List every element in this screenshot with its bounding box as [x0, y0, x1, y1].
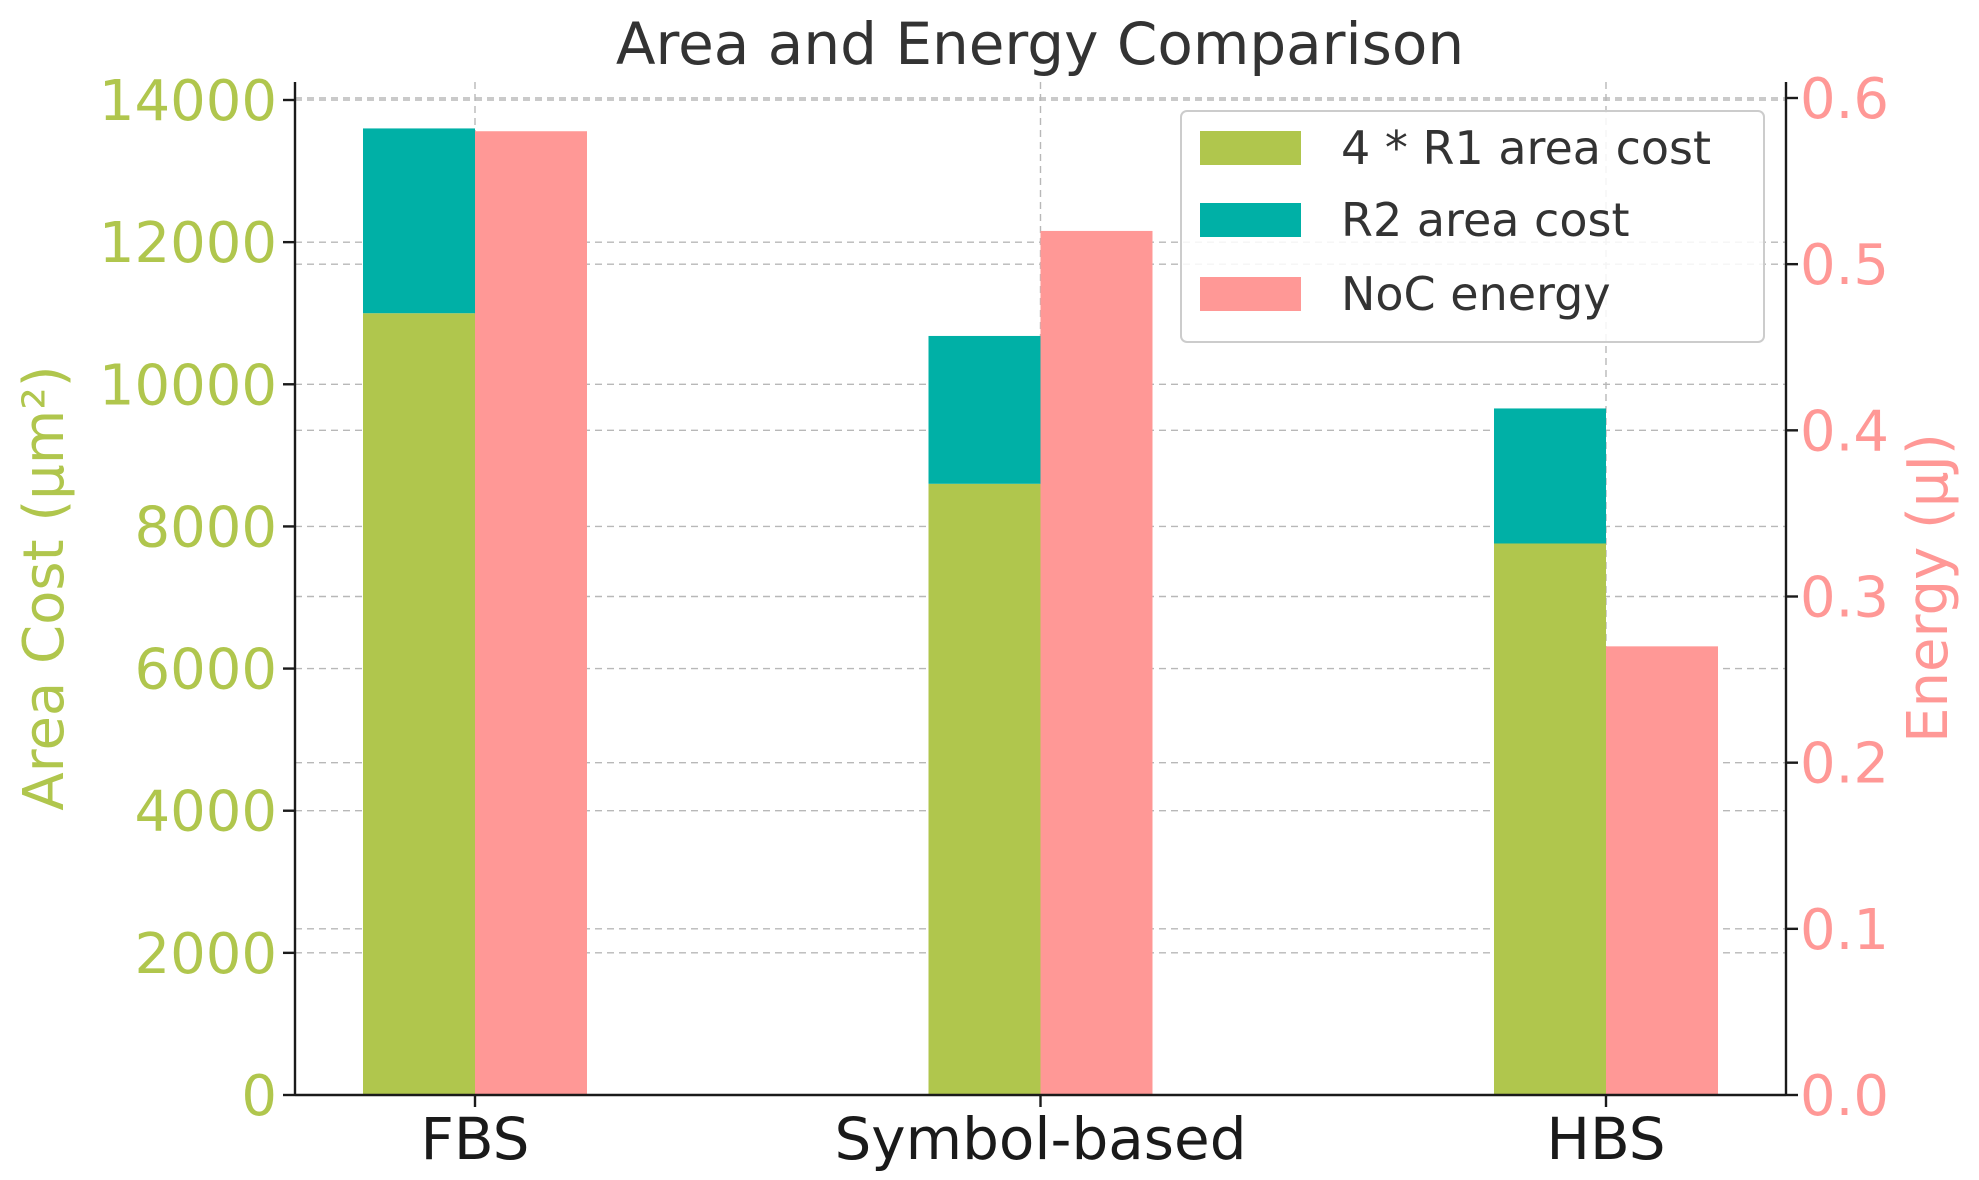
right-tick-label: 0.1 — [1800, 898, 1889, 963]
left-tick-label: 0 — [241, 1064, 277, 1129]
left-tick-label: 2000 — [134, 922, 277, 987]
bar-noc-energy — [1040, 230, 1153, 1095]
left-tick-label: 8000 — [134, 495, 277, 560]
bar-r1-area — [363, 313, 475, 1095]
legend: 4 * R1 area cost R2 area cost NoC energy — [1180, 110, 1765, 343]
left-tick-label: 4000 — [134, 780, 277, 845]
right-tick-label: 0.4 — [1800, 399, 1889, 464]
right-tick-label: 0.6 — [1800, 67, 1889, 132]
legend-swatch-energy — [1200, 277, 1301, 311]
legend-label-r2: R2 area cost — [1341, 193, 1630, 247]
x-tick-label: Symbol-based — [834, 1105, 1246, 1173]
right-tick-label: 0.3 — [1800, 566, 1889, 631]
left-tick-label: 14000 — [99, 69, 277, 134]
bar-noc-energy — [1606, 646, 1718, 1095]
bar-r2-area — [363, 128, 475, 314]
legend-label-r1: 4 * R1 area cost — [1341, 121, 1711, 175]
bar-noc-energy — [475, 131, 587, 1095]
legend-swatch-r2 — [1200, 203, 1301, 237]
x-tick-label: HBS — [1546, 1105, 1665, 1173]
x-axis-ticks: FBS Symbol-based HBS — [421, 1095, 1666, 1173]
right-tick-label: 0.0 — [1800, 1064, 1889, 1129]
left-tick-label: 12000 — [99, 211, 277, 276]
bar-r2-area — [1494, 408, 1606, 544]
bar-r2-area — [928, 335, 1041, 484]
right-axis-ticks: 0.0 0.1 0.2 0.3 0.4 0.5 0.6 — [1786, 67, 1889, 1129]
legend-frame — [1180, 110, 1765, 343]
left-axis-ticks: 0 2000 4000 6000 8000 10000 12000 14000 — [99, 69, 295, 1129]
bars-layer — [363, 128, 1718, 1095]
chart-title: Area and Energy Comparison — [616, 10, 1464, 78]
bar-r1-area — [928, 483, 1041, 1095]
right-axis-label: Energy (μJ) — [1896, 433, 1961, 743]
bar-r1-area — [1494, 543, 1606, 1095]
left-axis-label: Area Cost (μm²) — [12, 365, 77, 810]
legend-label-energy: NoC energy — [1341, 267, 1611, 321]
left-tick-label: 10000 — [99, 353, 277, 418]
right-tick-label: 0.5 — [1800, 233, 1889, 298]
right-tick-label: 0.2 — [1800, 732, 1889, 797]
left-tick-label: 6000 — [134, 638, 277, 703]
legend-swatch-r1 — [1200, 131, 1301, 165]
x-tick-label: FBS — [421, 1105, 530, 1173]
